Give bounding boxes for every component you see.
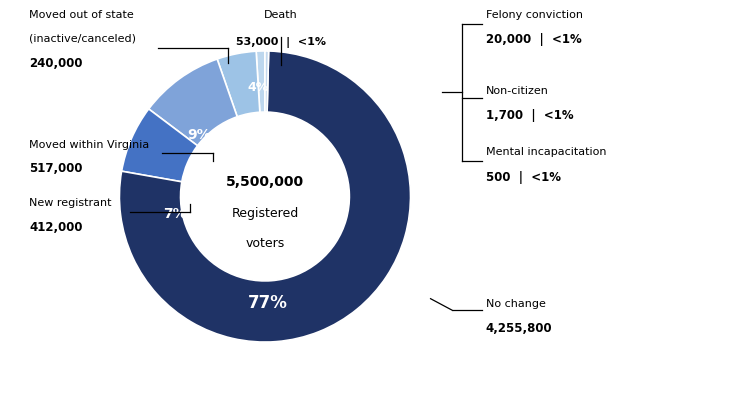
Text: (inactive/canceled): (inactive/canceled) — [29, 33, 136, 43]
Wedge shape — [149, 59, 237, 146]
Text: 240,000: 240,000 — [29, 57, 83, 70]
Text: New registrant: New registrant — [29, 198, 112, 208]
Text: 4%: 4% — [247, 81, 269, 94]
Text: 4,255,800: 4,255,800 — [486, 322, 553, 335]
Text: No change: No change — [486, 299, 545, 309]
Wedge shape — [256, 51, 265, 112]
Text: Felony conviction: Felony conviction — [486, 10, 583, 20]
Text: 20,000  |  <1%: 20,000 | <1% — [486, 33, 581, 46]
Text: 7%: 7% — [163, 207, 186, 221]
Text: Non-citizen: Non-citizen — [486, 86, 548, 96]
Text: 5,500,000: 5,500,000 — [226, 175, 304, 189]
Text: Registered: Registered — [231, 208, 299, 220]
Text: 500  |  <1%: 500 | <1% — [486, 171, 561, 184]
Text: Death: Death — [264, 10, 298, 20]
Text: Mental incapacitation: Mental incapacitation — [486, 147, 606, 157]
Text: 517,000: 517,000 — [29, 162, 83, 175]
Text: 412,000: 412,000 — [29, 221, 83, 234]
Text: 9%: 9% — [188, 129, 211, 142]
Wedge shape — [217, 51, 260, 117]
Text: 53,000  |  <1%: 53,000 | <1% — [236, 37, 326, 48]
Text: voters: voters — [245, 237, 285, 250]
Text: 1,700  |  <1%: 1,700 | <1% — [486, 109, 573, 122]
Wedge shape — [119, 51, 411, 342]
Text: Moved within Virginia: Moved within Virginia — [29, 140, 149, 149]
Wedge shape — [121, 109, 197, 182]
Text: Moved out of state: Moved out of state — [29, 10, 134, 20]
Text: 77%: 77% — [248, 294, 288, 312]
Wedge shape — [265, 51, 269, 112]
